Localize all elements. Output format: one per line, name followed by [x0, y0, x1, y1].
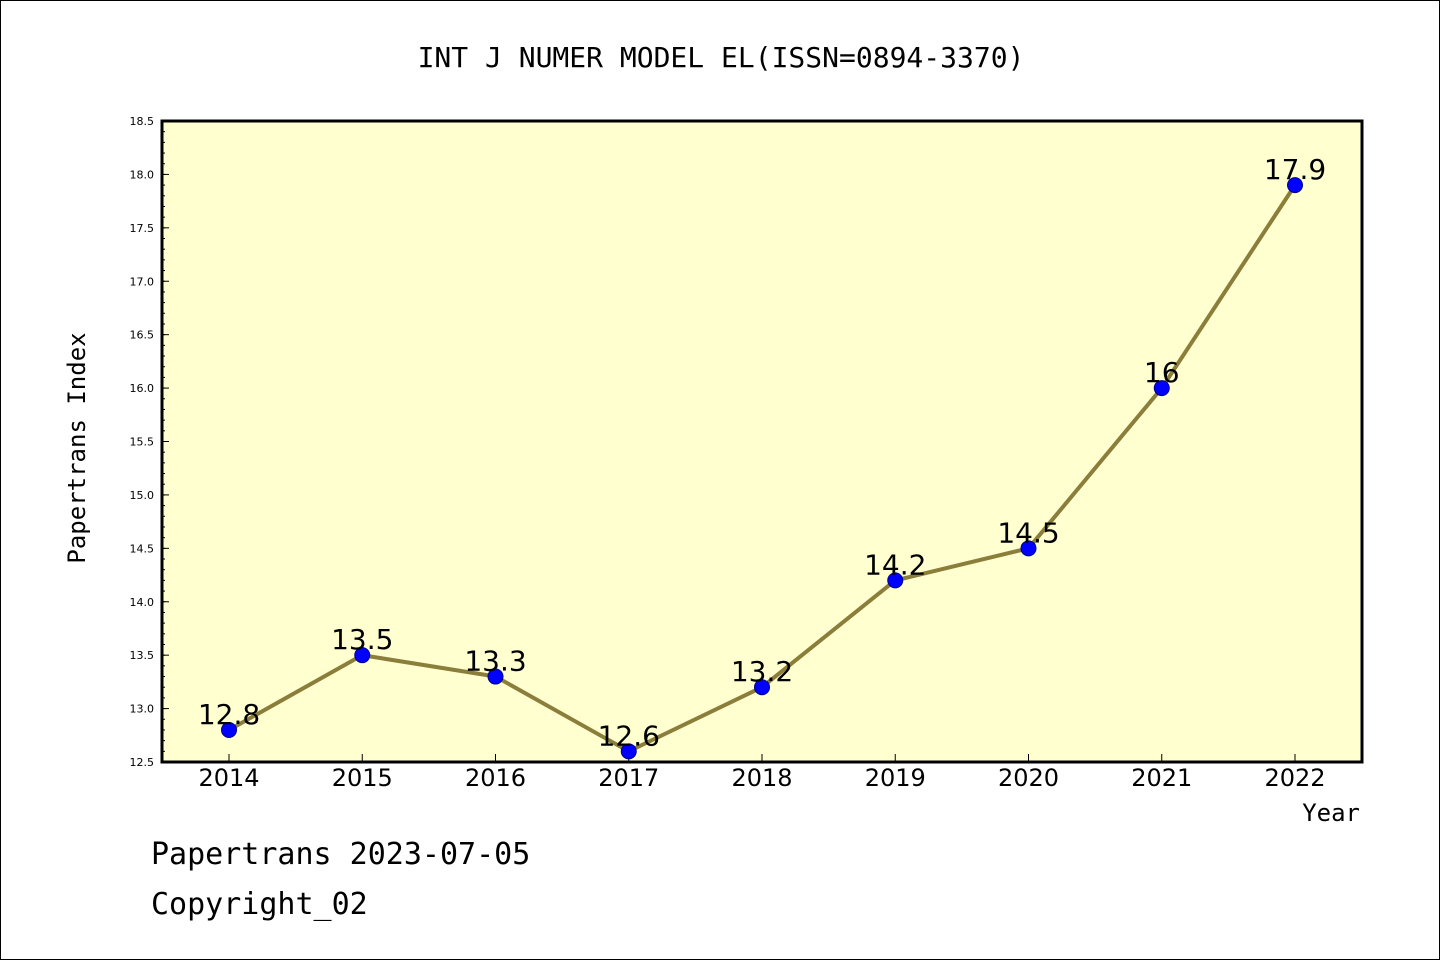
y-tick-label: 17.0 — [130, 275, 155, 288]
x-tick-label: 2019 — [865, 764, 926, 792]
data-label: 14.2 — [864, 548, 926, 581]
data-point — [221, 721, 237, 738]
y-tick-label: 15.5 — [130, 436, 155, 449]
y-tick-label: 13.0 — [130, 703, 155, 716]
data-label: 12.8 — [198, 698, 260, 731]
x-tick-label: 2021 — [1131, 764, 1192, 792]
data-point — [1287, 177, 1303, 194]
y-tick-label: 16.5 — [130, 329, 155, 342]
x-tick-label: 2017 — [598, 764, 659, 792]
y-tick-label: 18.5 — [130, 115, 155, 128]
y-tick-label: 14.5 — [130, 542, 155, 555]
data-labels: 12.8 13.5 13.3 12.6 13.2 14.2 14.5 16 17.9 — [198, 153, 1326, 752]
y-tick-label: 16.0 — [130, 382, 155, 395]
x-tick-label: 2022 — [1264, 764, 1325, 792]
data-series — [221, 177, 1303, 760]
y-axis: 12.5 13.0 13.5 14.0 14.5 15.0 15.5 16.0 16.5 17.0… — [130, 115, 169, 769]
data-label: 14.5 — [997, 516, 1059, 549]
y-tick-label: 12.5 — [130, 756, 155, 769]
x-tick-label: 2015 — [332, 764, 393, 792]
data-point — [354, 647, 371, 664]
x-tick-label: 2014 — [198, 764, 259, 792]
x-tick-label: 2016 — [465, 764, 526, 792]
y-tick-label: 13.5 — [130, 649, 155, 662]
y-tick-label: 14.0 — [130, 596, 155, 609]
data-point — [487, 668, 504, 685]
y-tick-label: 15.0 — [130, 489, 155, 502]
data-label: 17.9 — [1264, 153, 1326, 186]
data-label: 12.6 — [598, 719, 660, 752]
plot-border — [160, 119, 1364, 764]
x-tick-label: 2020 — [998, 764, 1059, 792]
x-axis-title: Year — [1302, 799, 1360, 827]
y-tick-label: 18.0 — [130, 168, 155, 181]
data-label: 13.2 — [731, 655, 793, 688]
data-point — [754, 679, 770, 696]
y-tick-label: 17.5 — [130, 222, 155, 235]
data-label: 13.5 — [331, 623, 393, 656]
data-point — [887, 572, 904, 589]
chart-title: INT J NUMER MODEL EL(ISSN=0894-3370) — [418, 41, 1025, 74]
data-label: 13.3 — [464, 645, 526, 678]
footer-date: Papertrans 2023-07-05 — [151, 837, 531, 872]
x-axis: 2014 2015 2016 2017 2018 2019 2020 2021 2022 — [198, 754, 1326, 792]
x-tick-label: 2018 — [731, 764, 792, 792]
data-point — [1020, 540, 1037, 557]
y-axis-title: Papertrans Index — [63, 332, 91, 563]
footer-copyright: Copyright_02 — [151, 887, 368, 922]
data-label: 16 — [1144, 356, 1180, 389]
data-point — [1153, 380, 1170, 397]
data-point — [620, 743, 637, 760]
